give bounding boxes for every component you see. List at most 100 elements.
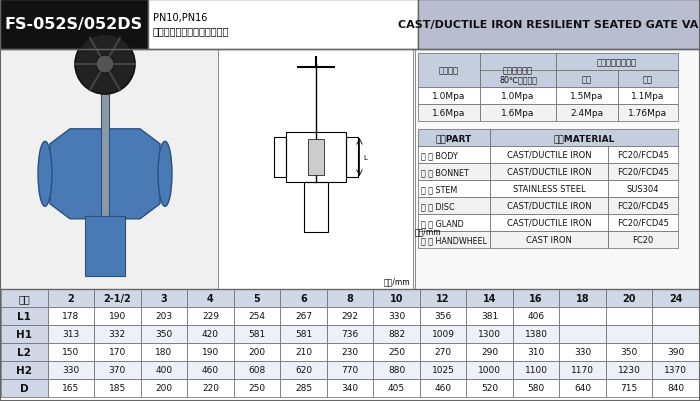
Text: 185: 185 <box>108 383 126 393</box>
Text: 581: 581 <box>248 330 265 339</box>
Bar <box>280 379 327 397</box>
Bar <box>490 130 678 147</box>
Bar <box>556 88 618 105</box>
Text: 阀 桿 STEM: 阀 桿 STEM <box>421 184 457 194</box>
Text: 180: 180 <box>155 348 172 356</box>
Bar <box>606 289 652 307</box>
Bar <box>327 289 373 307</box>
Bar <box>234 325 280 343</box>
Text: 203: 203 <box>155 312 172 321</box>
Bar <box>490 164 608 180</box>
Bar <box>373 379 420 397</box>
Text: 400: 400 <box>155 366 172 375</box>
Text: FS-052S/052DS: FS-052S/052DS <box>4 18 142 32</box>
Text: 620: 620 <box>295 366 312 375</box>
Bar <box>418 0 700 50</box>
Bar <box>608 198 678 215</box>
Text: 405: 405 <box>388 383 405 393</box>
Bar <box>490 198 608 215</box>
Bar <box>480 105 556 122</box>
Text: 370: 370 <box>108 366 126 375</box>
Text: CAST/DUCTILE IRON: CAST/DUCTILE IRON <box>507 201 592 211</box>
Text: 2-1/2: 2-1/2 <box>104 293 131 303</box>
Text: 330: 330 <box>62 366 79 375</box>
Bar <box>513 379 559 397</box>
Text: 190: 190 <box>202 348 219 356</box>
Bar <box>48 325 94 343</box>
Text: 1025: 1025 <box>432 366 454 375</box>
Bar <box>304 182 328 233</box>
Text: 460: 460 <box>435 383 452 393</box>
Bar <box>420 343 466 361</box>
Text: 18: 18 <box>576 293 589 303</box>
Bar <box>418 231 490 248</box>
Text: 阀 盘 DISC: 阀 盘 DISC <box>421 201 454 211</box>
Text: 254: 254 <box>248 312 265 321</box>
Text: H2: H2 <box>16 365 32 375</box>
Bar <box>556 105 618 122</box>
Bar <box>559 361 606 379</box>
Bar <box>420 307 466 325</box>
Text: 250: 250 <box>388 348 405 356</box>
Bar <box>466 289 513 307</box>
Bar <box>652 289 699 307</box>
Text: 1.5Mpa: 1.5Mpa <box>570 92 603 101</box>
Bar <box>94 289 141 307</box>
Bar <box>286 133 346 182</box>
Text: 381: 381 <box>481 312 498 321</box>
Bar <box>373 307 420 325</box>
Bar <box>559 343 606 361</box>
Bar <box>608 215 678 231</box>
Text: 2.4Mpa: 2.4Mpa <box>570 109 603 118</box>
Bar <box>480 71 556 88</box>
Text: 阀 盖 BONNET: 阀 盖 BONNET <box>421 168 469 176</box>
Text: 試驗壓力（水壓）: 試驗壓力（水壓） <box>597 58 637 67</box>
Text: 267: 267 <box>295 312 312 321</box>
Text: 330: 330 <box>388 312 405 321</box>
Text: FC20/FCD45: FC20/FCD45 <box>617 201 669 211</box>
Bar <box>490 180 608 198</box>
Bar <box>234 361 280 379</box>
Text: L: L <box>363 155 368 160</box>
Bar <box>327 325 373 343</box>
Bar <box>48 289 94 307</box>
Text: 840: 840 <box>667 383 685 393</box>
Bar <box>346 138 358 178</box>
Bar <box>1 379 48 397</box>
Bar <box>94 307 141 325</box>
Text: 640: 640 <box>574 383 592 393</box>
Bar <box>141 307 187 325</box>
Text: 770: 770 <box>342 366 358 375</box>
Bar <box>218 50 413 289</box>
Bar <box>101 60 109 216</box>
Bar <box>466 343 513 361</box>
Text: CAST/DUCTILE IRON RESILIENT SEATED GATE VALVE: CAST/DUCTILE IRON RESILIENT SEATED GATE … <box>398 20 700 30</box>
Text: 292: 292 <box>342 312 358 321</box>
Bar <box>0 0 148 50</box>
Bar <box>466 361 513 379</box>
Text: 350: 350 <box>155 330 172 339</box>
Text: 460: 460 <box>202 366 219 375</box>
Bar <box>418 215 490 231</box>
Text: 鍟鐵／球鐵軟密封明桿式閘閥: 鍟鐵／球鐵軟密封明桿式閘閥 <box>153 26 230 36</box>
Text: 715: 715 <box>621 383 638 393</box>
Bar <box>652 379 699 397</box>
Bar <box>280 361 327 379</box>
Text: 250: 250 <box>248 383 265 393</box>
Text: 閥體: 閥體 <box>582 75 592 84</box>
Bar <box>490 147 608 164</box>
Text: STAINLESS STEEL: STAINLESS STEEL <box>512 184 585 194</box>
Bar <box>48 379 94 397</box>
Bar <box>94 343 141 361</box>
Bar <box>480 54 556 88</box>
Text: 24: 24 <box>669 293 682 303</box>
Text: 313: 313 <box>62 330 79 339</box>
Bar <box>141 343 187 361</box>
Text: 332: 332 <box>108 330 126 339</box>
Bar <box>85 216 125 276</box>
Text: 閘座: 閘座 <box>643 75 653 84</box>
Text: 手 輮 HANDWHEEL: 手 輮 HANDWHEEL <box>421 235 487 244</box>
Text: PN10,PN16: PN10,PN16 <box>153 13 207 23</box>
Bar <box>1 343 48 361</box>
Bar <box>307 140 323 176</box>
